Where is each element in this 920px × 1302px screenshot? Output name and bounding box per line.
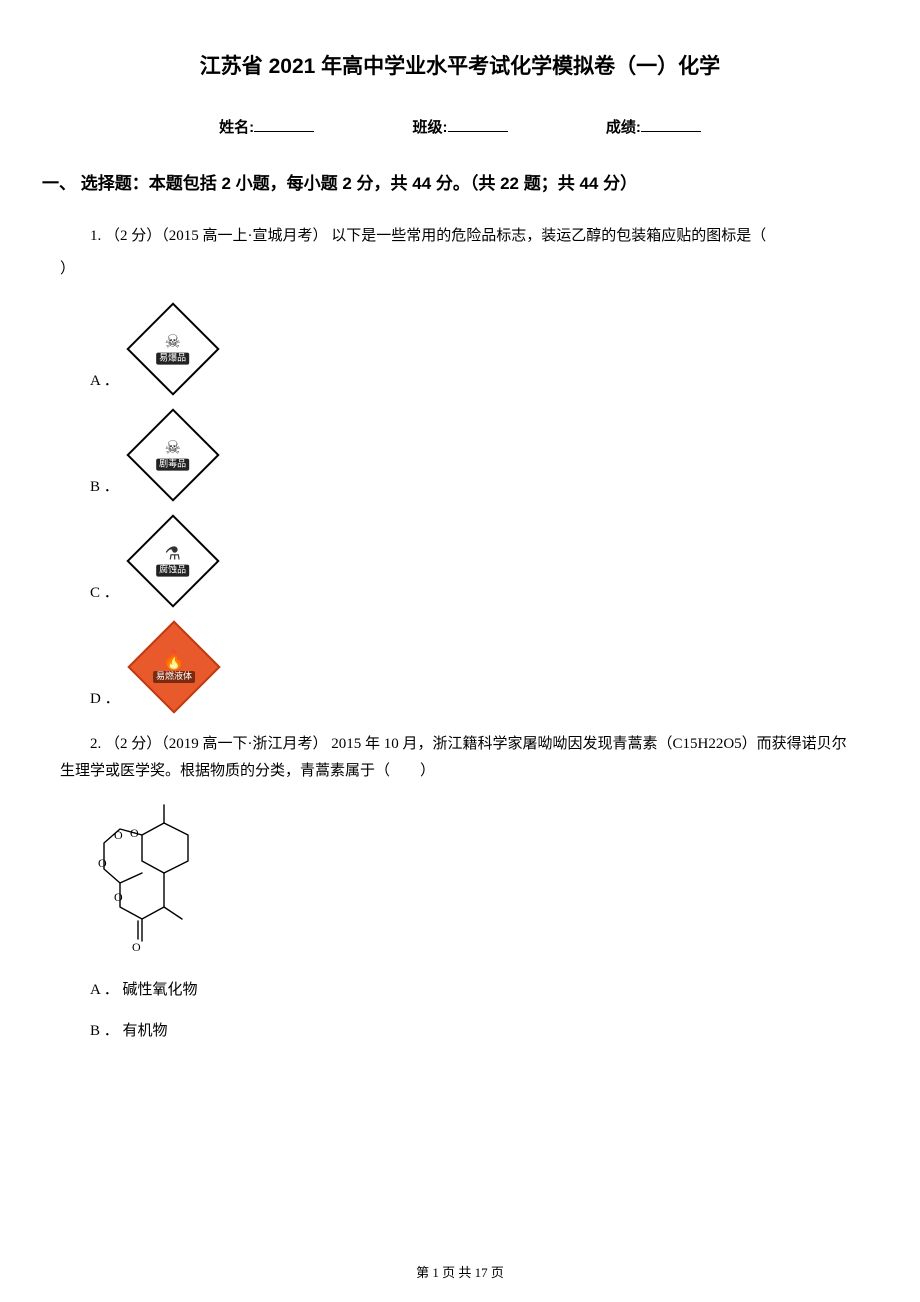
option-letter: C ． (90, 580, 119, 607)
hazard-toxic-icon: ☠剧毒品 (127, 409, 219, 501)
svg-text:O: O (132, 940, 141, 951)
score-blank[interactable] (641, 118, 701, 132)
name-label: 姓名: (219, 119, 254, 136)
section-1-header: 一、 选择题：本题包括 2 小题，每小题 2 分，共 44 分。（共 22 题；… (42, 169, 860, 200)
option-letter: B ． (90, 474, 119, 501)
option-letter: A ． (90, 368, 119, 395)
svg-text:O: O (98, 856, 107, 870)
hazard-explosive-icon: ☠易爆品 (127, 303, 219, 395)
hazard-corrosive-icon: ⚗腐蚀品 (127, 515, 219, 607)
class-blank[interactable] (448, 118, 508, 132)
svg-text:O: O (130, 826, 139, 840)
artemisinin-structure-icon: O O O O O (90, 801, 860, 961)
svg-text:O: O (114, 828, 123, 842)
q1-stem-close: ） (60, 256, 860, 283)
q2-option-b[interactable]: B ． 有机物 (90, 1018, 860, 1045)
svg-text:O: O (114, 890, 123, 904)
hazard-flammable-icon: 🔥易燃液体 (128, 621, 220, 713)
q1-stem: 1. （2 分）（2015 高一上·宣城月考） 以下是一些常用的危险品标志，装运… (60, 223, 860, 250)
q1-option-c[interactable]: C ． ⚗腐蚀品 (90, 515, 860, 607)
q1-option-a[interactable]: A ． ☠易爆品 (90, 303, 860, 395)
q1-option-b[interactable]: B ． ☠剧毒品 (90, 409, 860, 501)
q2-option-a[interactable]: A ． 碱性氧化物 (90, 977, 860, 1004)
class-label: 班级: (413, 119, 448, 136)
q1-option-d[interactable]: D ． 🔥易燃液体 (90, 621, 860, 713)
exam-title: 江苏省 2021 年高中学业水平考试化学模拟卷（一）化学 (60, 48, 860, 86)
option-letter: D ． (90, 686, 120, 713)
q2-stem: 2. （2 分）（2019 高一下·浙江月考） 2015 年 10 月，浙江籍科… (60, 731, 860, 785)
student-info-row: 姓名: 班级: 成绩: (60, 114, 860, 141)
name-blank[interactable] (254, 118, 314, 132)
page-footer: 第 1 页 共 17 页 (0, 1261, 920, 1284)
score-label: 成绩: (606, 119, 641, 136)
